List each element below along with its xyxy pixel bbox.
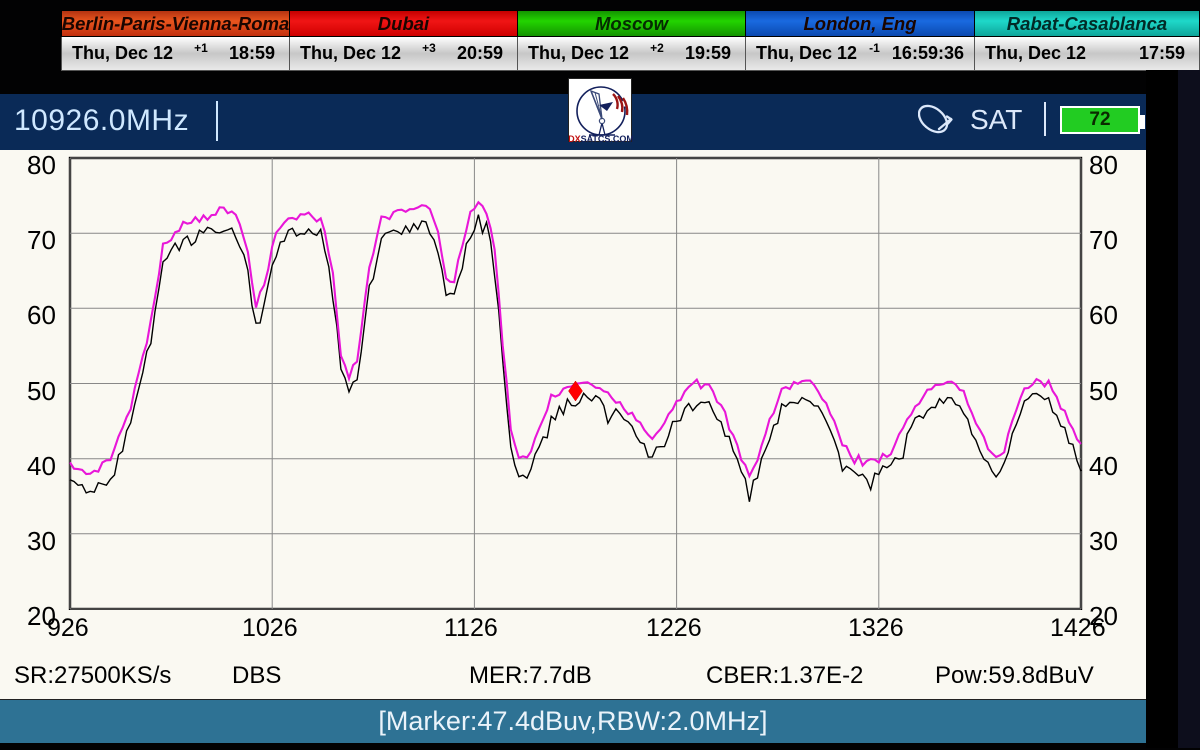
svg-text:DXSATCS.COM: DXSATCS.COM [569, 134, 633, 143]
